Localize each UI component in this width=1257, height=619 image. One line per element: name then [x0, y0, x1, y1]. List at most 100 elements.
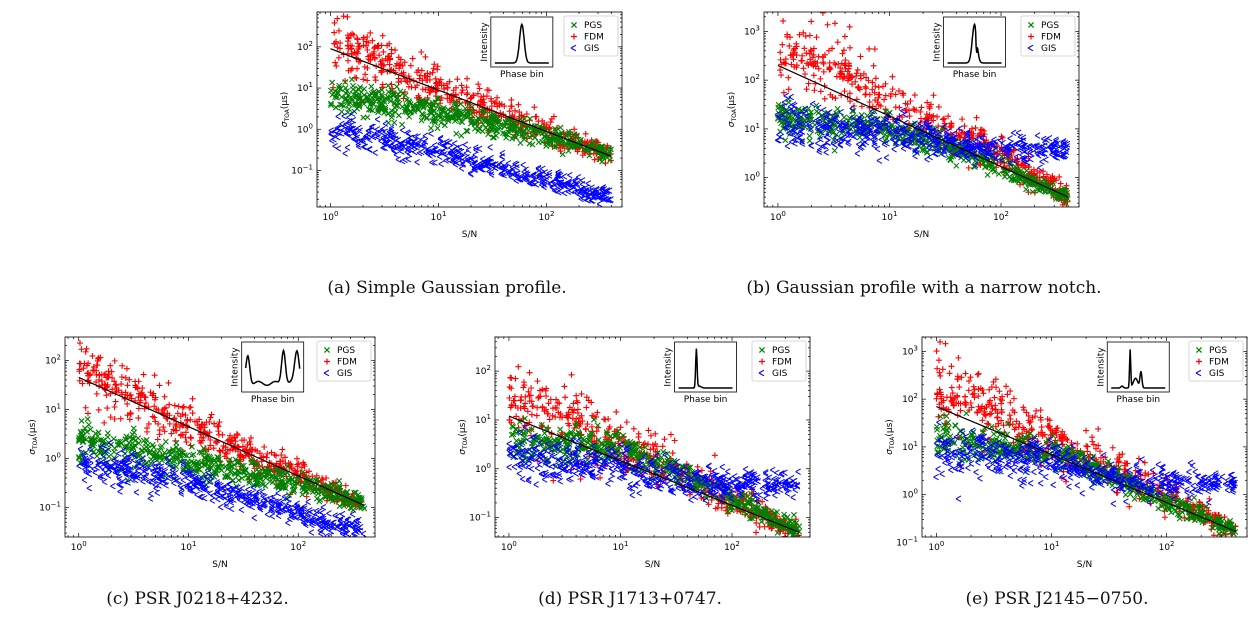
fdm-point [347, 67, 354, 74]
fdm-point [378, 61, 385, 68]
pgs-point [486, 119, 493, 126]
pgs-point [79, 432, 86, 439]
gis-point [774, 111, 781, 118]
gis-point [501, 171, 507, 179]
gis-point [179, 484, 185, 492]
gis-point [854, 128, 861, 135]
pgs-point [567, 143, 574, 150]
gis-point [874, 122, 881, 130]
gis-point [799, 140, 806, 147]
legend-label-fdm: FDM [584, 33, 604, 43]
plot-area [75, 340, 368, 537]
fdm-point [853, 70, 860, 77]
gis-point [787, 103, 794, 110]
pgs-point [457, 100, 464, 107]
pgs-point [816, 133, 823, 140]
gis-point [349, 510, 356, 518]
y-tick-label: 10−1 [39, 500, 61, 513]
fdm-point [510, 397, 517, 404]
fdm-point [188, 435, 195, 442]
fdm-point [846, 90, 853, 97]
legend-label-pgs: PGS [1041, 21, 1059, 31]
pgs-point [356, 100, 362, 107]
pgs-point [430, 108, 437, 115]
pgs-point [1041, 188, 1048, 195]
gis-point [1003, 151, 1010, 159]
fdm-point [276, 458, 283, 465]
pgs-point [246, 479, 253, 486]
gis-point [242, 492, 249, 500]
gis-point [487, 144, 493, 151]
gis-point [849, 121, 855, 128]
fdm-point [127, 409, 134, 416]
fdm-point [219, 447, 226, 454]
fdm-point [825, 47, 832, 54]
fdm-point [162, 404, 169, 411]
fdm-point [372, 74, 379, 81]
fdm-point [108, 368, 115, 375]
pgs-point [510, 120, 517, 127]
pgs-point [551, 144, 558, 151]
fdm-point [173, 427, 180, 434]
fdm-point [396, 65, 403, 72]
gis-point [228, 505, 235, 513]
pgs-point [441, 122, 448, 129]
pgs-point [346, 101, 352, 108]
pgs-point [341, 102, 348, 109]
gis-point [382, 144, 388, 151]
gis-point [783, 92, 790, 100]
gis-point [794, 136, 800, 144]
pgs-point [188, 452, 195, 459]
fdm-point [214, 423, 221, 430]
chart-panel-c: 100 101 102 10−1 100 101 102 S/N σTOA(μs) Phase b… [10, 325, 385, 575]
pgs-point [947, 157, 954, 164]
fdm-point [815, 53, 822, 60]
gis-point [937, 130, 943, 138]
gis-point [902, 111, 909, 118]
gis-point [132, 451, 138, 459]
fdm-point [918, 104, 925, 111]
pgs-point [291, 487, 298, 494]
gis-point [1019, 137, 1026, 145]
gis-point [439, 149, 446, 156]
fdm-point [579, 418, 586, 425]
gis-point [1024, 159, 1031, 166]
gis-point [126, 456, 133, 463]
fdm-point [972, 124, 979, 131]
gis-point [878, 136, 885, 143]
pgs-point [490, 111, 497, 118]
fdm-point [401, 59, 408, 66]
pgs-point [171, 458, 178, 465]
pgs-point [830, 137, 837, 144]
fdm-point [824, 21, 831, 28]
fdm-point [386, 61, 393, 68]
gis-point [216, 481, 223, 489]
fdm-point [977, 126, 984, 133]
fdm-point [279, 446, 286, 453]
fdm-point [111, 357, 118, 364]
gis-point [543, 173, 550, 180]
fdm-point [1056, 173, 1063, 180]
gis-point [1027, 149, 1033, 156]
gis-point [352, 135, 359, 142]
gis-point [185, 474, 191, 482]
gis-point [257, 505, 264, 513]
x-tick-label: 100 [323, 210, 339, 223]
fdm-point [417, 72, 424, 79]
fdm-point [76, 366, 83, 373]
gis-point [332, 142, 338, 150]
pgs-point [146, 450, 153, 457]
gis-point [231, 487, 237, 494]
gis-point [838, 109, 844, 116]
gis-point [993, 155, 999, 163]
gis-point [536, 174, 543, 182]
pgs-point [775, 101, 782, 108]
pgs-point [329, 497, 336, 504]
pgs-point [1036, 187, 1043, 194]
gis-point [269, 513, 276, 520]
fdm-point [810, 45, 817, 52]
fdm-point [443, 80, 450, 87]
